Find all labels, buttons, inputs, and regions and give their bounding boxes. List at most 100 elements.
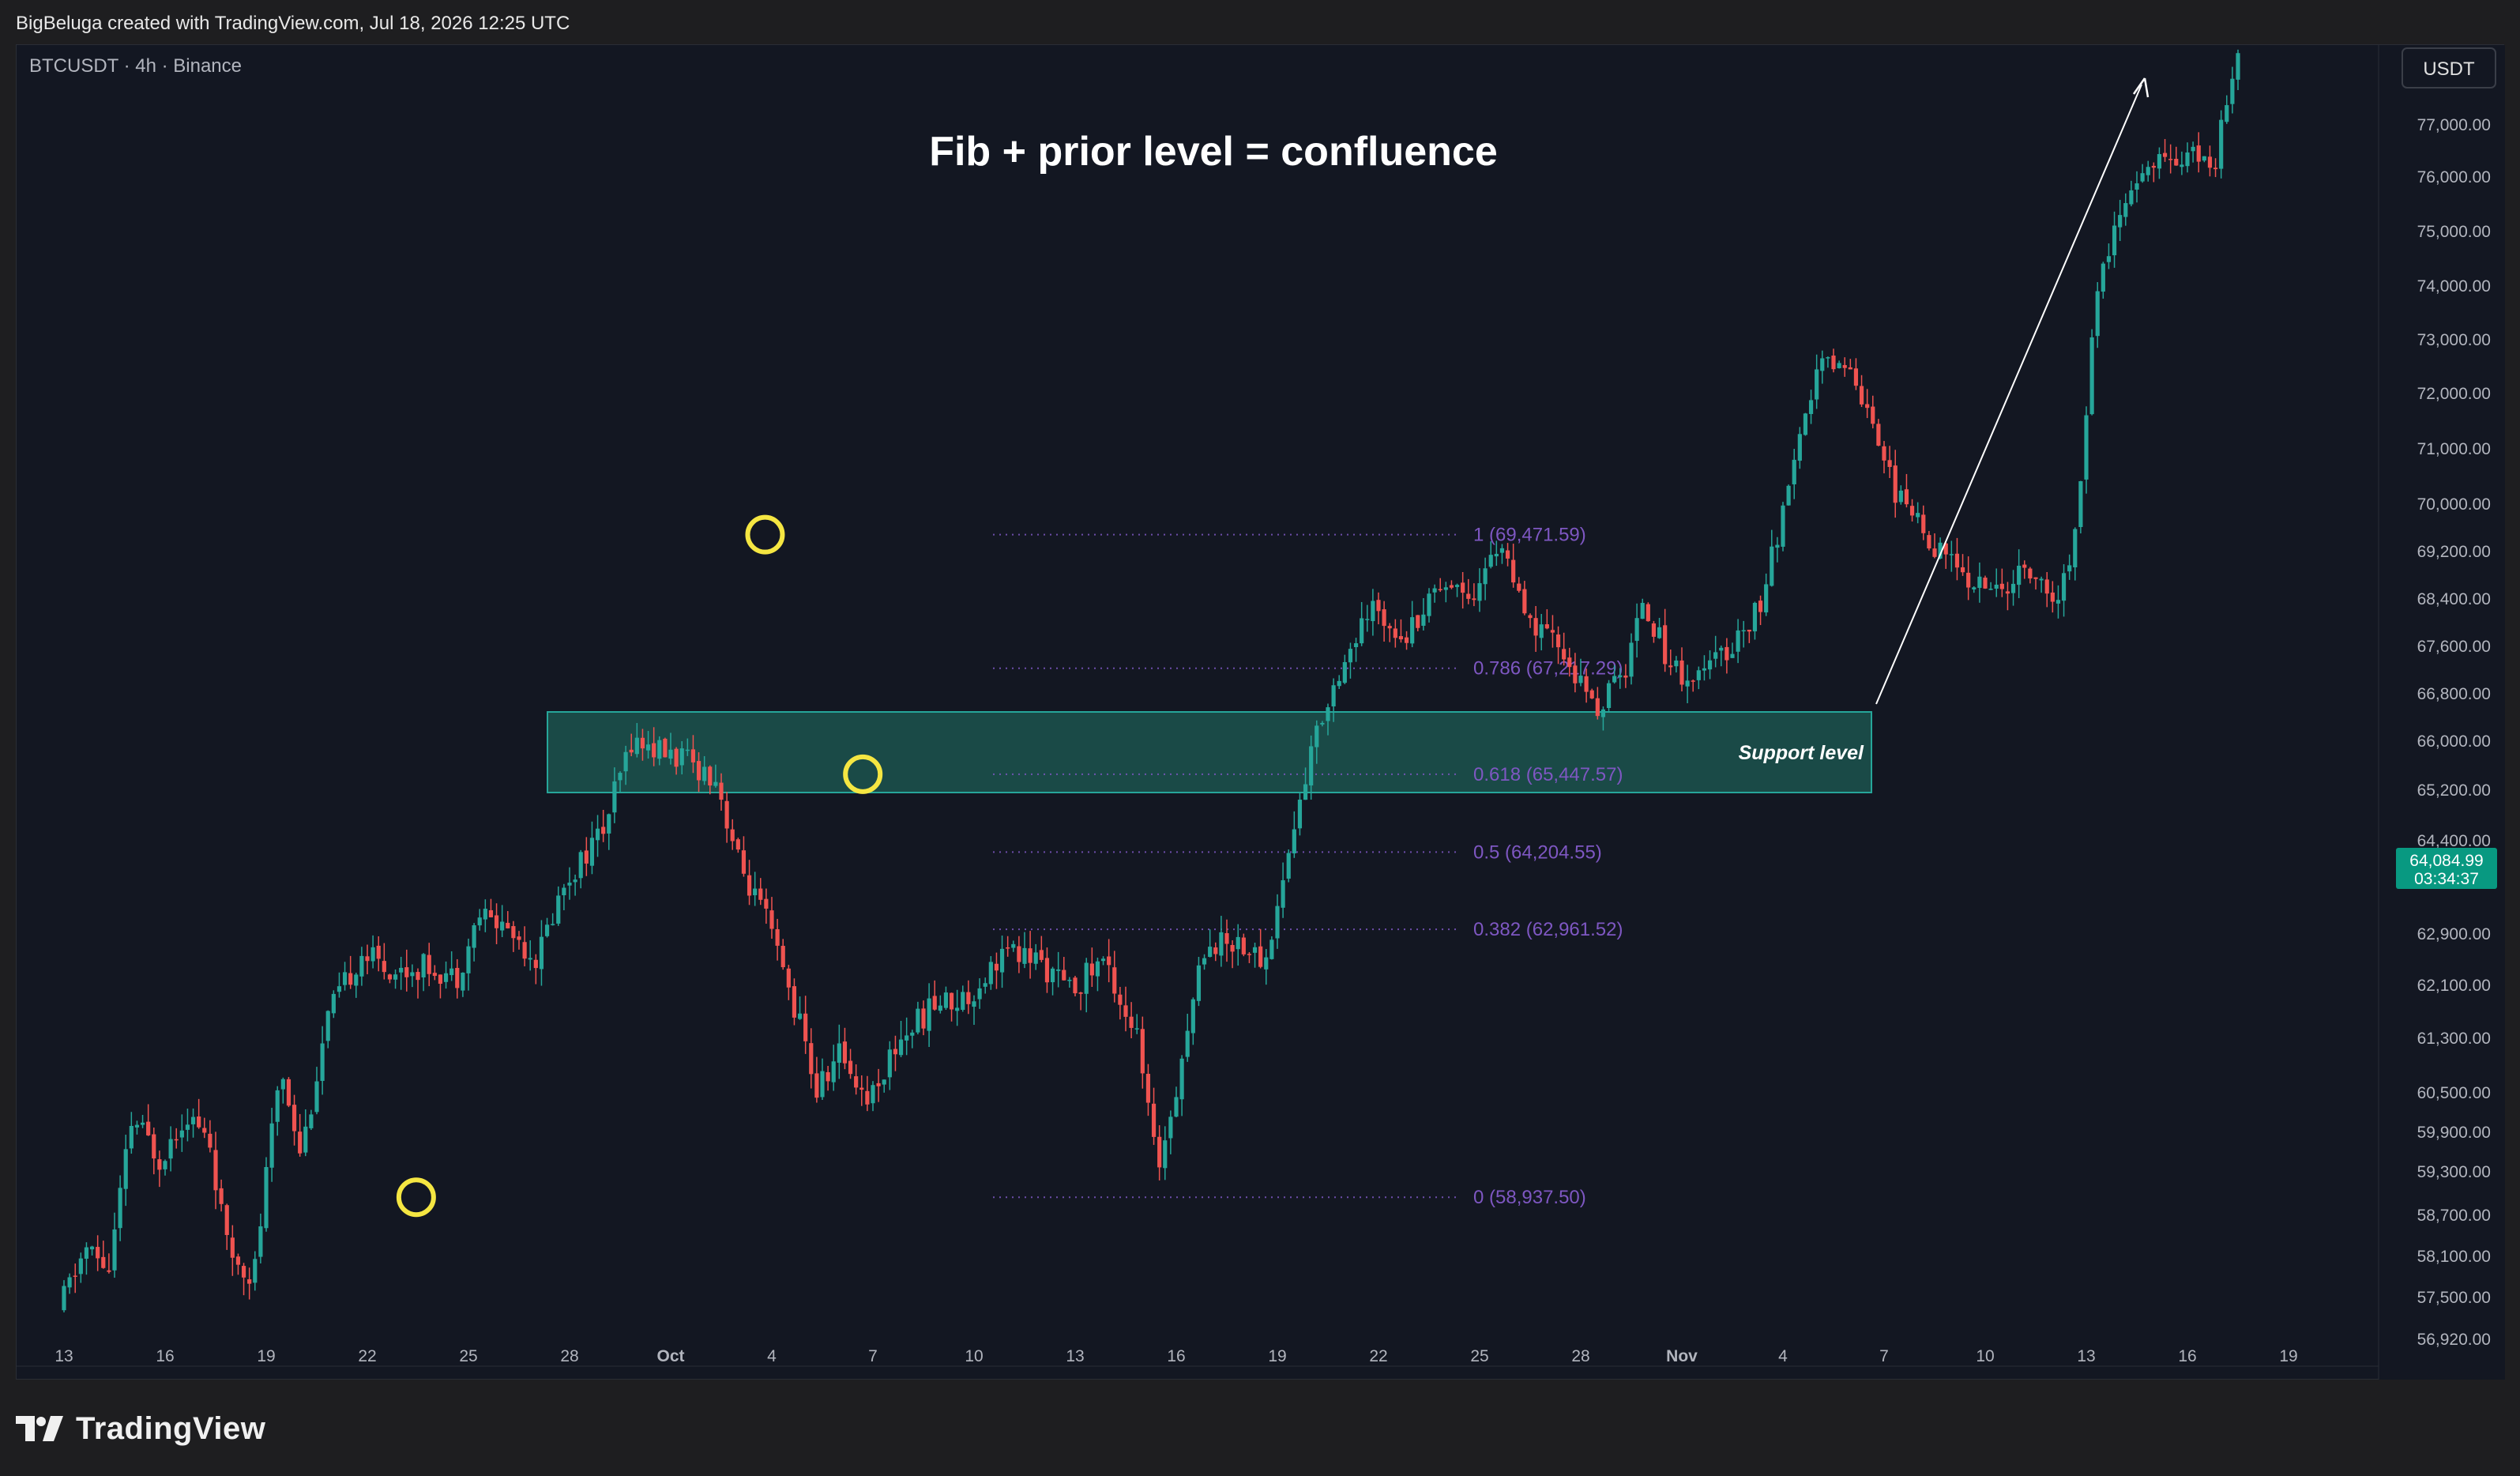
- candle-body: [1107, 956, 1111, 966]
- candle: [786, 965, 791, 1000]
- candle-body: [235, 1256, 241, 1265]
- candle: [2185, 142, 2190, 173]
- candle: [235, 1253, 241, 1275]
- candle: [157, 1150, 162, 1188]
- candle-body: [1208, 947, 1213, 957]
- candle-body: [190, 1116, 196, 1124]
- candle-body: [1134, 1028, 1139, 1030]
- candle-body: [943, 992, 949, 1008]
- candle: [1634, 603, 1639, 658]
- candle-body: [2202, 156, 2206, 161]
- candle: [1382, 601, 1386, 642]
- candle: [2207, 145, 2213, 177]
- candle-body: [1466, 593, 1471, 599]
- candle-body: [354, 974, 359, 986]
- candle-body: [1342, 661, 1347, 683]
- candle-body: [2236, 53, 2240, 80]
- candle: [1168, 1110, 1173, 1154]
- candle: [506, 911, 510, 929]
- candle: [820, 1058, 825, 1100]
- credit-text: BigBeluga created with TradingView.com, …: [16, 13, 570, 34]
- candle-body: [506, 922, 510, 928]
- candle-body: [910, 1032, 915, 1036]
- last-price-tag: 64,084.99 03:34:37: [2396, 848, 2497, 889]
- fib-level-label: 0.618 (65,447.57): [1473, 764, 1623, 785]
- candle: [1252, 943, 1258, 968]
- candle-body: [1927, 535, 1931, 549]
- trend-arrow-line[interactable]: [1875, 84, 2142, 705]
- candle-body: [275, 1090, 280, 1122]
- candle: [2129, 180, 2134, 207]
- currency-button[interactable]: USDT: [2402, 47, 2496, 88]
- candle-body: [2151, 165, 2156, 168]
- candle: [1533, 605, 1538, 652]
- candle-body: [702, 766, 707, 781]
- candle: [365, 944, 370, 974]
- candle: [2180, 151, 2184, 175]
- candle: [758, 878, 763, 906]
- candle: [264, 1157, 269, 1232]
- candle-body: [1916, 513, 1920, 518]
- candle-body: [112, 1229, 117, 1271]
- candle: [1578, 658, 1583, 687]
- candle: [1640, 598, 1645, 619]
- candle-body: [2022, 564, 2027, 568]
- candle-body: [1421, 614, 1426, 626]
- candle-body: [269, 1123, 274, 1168]
- x-tick-label: Oct: [656, 1347, 684, 1365]
- candle-body: [1550, 630, 1555, 633]
- candle: [1589, 688, 1594, 699]
- candle: [140, 1115, 145, 1128]
- tradingview-wordmark: TradingView: [76, 1410, 266, 1446]
- candle-body: [735, 839, 740, 850]
- candle-body: [1348, 649, 1353, 663]
- candle-body: [1685, 680, 1690, 687]
- candle: [988, 956, 993, 990]
- candle-body: [1640, 603, 1645, 619]
- candle: [477, 909, 482, 931]
- candle: [1145, 1064, 1151, 1116]
- candle-body: [213, 1150, 218, 1191]
- candle: [455, 958, 460, 999]
- x-tick-label: 28: [1571, 1347, 1589, 1365]
- candle-body: [2191, 146, 2195, 152]
- candle: [809, 1028, 814, 1089]
- candle: [2196, 132, 2201, 173]
- candle: [2219, 110, 2224, 179]
- candle: [927, 983, 931, 1048]
- candle-body: [134, 1124, 140, 1128]
- candle-body: [769, 910, 774, 929]
- candle: [983, 977, 987, 994]
- candle: [910, 1030, 915, 1049]
- candle: [1629, 633, 1634, 685]
- candle: [1685, 665, 1690, 704]
- chart-panel[interactable]: Support level 1 (69,471.59) 0.786 (67,217…: [16, 44, 2505, 1380]
- candle: [1853, 358, 1859, 390]
- tradingview-logo[interactable]: TradingView: [16, 1409, 265, 1448]
- candle-body: [1949, 554, 1954, 555]
- candle: [472, 923, 476, 962]
- candle-body: [803, 1013, 808, 1041]
- candle: [1190, 997, 1195, 1045]
- candle: [1393, 619, 1397, 648]
- candle-body: [528, 958, 532, 960]
- candle-body: [1241, 937, 1246, 955]
- candle-body: [1494, 553, 1499, 557]
- candle: [438, 974, 443, 999]
- candle-body: [1050, 968, 1055, 983]
- candlestick-chart[interactable]: Support level 1 (69,471.59) 0.786 (67,217…: [17, 45, 2505, 1380]
- support-zone[interactable]: [547, 711, 1872, 793]
- candle-body: [78, 1258, 83, 1275]
- candle-body: [1618, 675, 1623, 678]
- candle-body: [1331, 685, 1336, 707]
- candle-body: [1668, 665, 1673, 668]
- candle: [1488, 541, 1493, 569]
- candle-body: [1792, 459, 1796, 484]
- candle: [1297, 792, 1303, 836]
- candle: [1073, 975, 1078, 996]
- price-axis-bg[interactable]: [2379, 45, 2505, 1380]
- y-tick-label: 58,100.00: [2417, 1248, 2491, 1266]
- candle: [1404, 631, 1409, 650]
- candle: [623, 745, 628, 785]
- candle-body: [887, 1049, 892, 1078]
